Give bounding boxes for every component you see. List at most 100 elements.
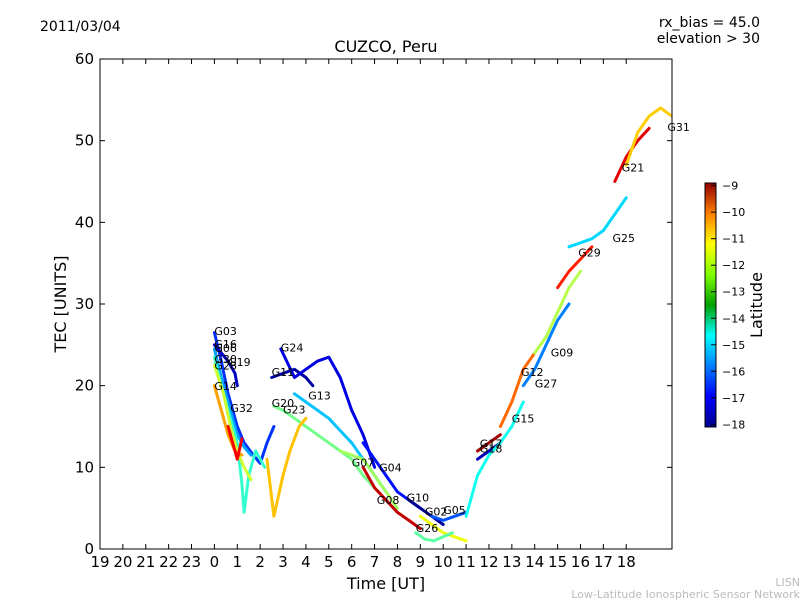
- series-line-g24: [279, 347, 377, 469]
- x-tick-label: 5: [324, 553, 334, 571]
- x-tick-label: 17: [594, 553, 613, 571]
- x-tick-label: 19: [90, 553, 109, 571]
- colorbar-tick-label: −11: [722, 233, 745, 246]
- colorbar-tick-label: −16: [722, 365, 745, 378]
- x-tick-label: 18: [617, 553, 636, 571]
- satellite-label-g31: G31: [667, 121, 690, 134]
- colorbar-label: Latitude: [747, 272, 766, 338]
- y-axis-label: TEC [UNITS]: [51, 256, 70, 354]
- series-line-g25: [567, 196, 628, 249]
- satellite-label-g30: G30: [214, 353, 237, 366]
- series-line-g05: [430, 510, 468, 522]
- colorbar-tick-label: −12: [722, 259, 745, 272]
- series-line-g02: [418, 514, 468, 543]
- series-line-g23: [265, 416, 308, 518]
- y-axis-ticks: 0 10 20 30 40 50 60: [75, 50, 672, 558]
- x-tick-label: 11: [457, 553, 476, 571]
- colorbar-tick-label: −13: [722, 286, 745, 299]
- satellite-label-g19: G19: [228, 356, 251, 369]
- series-line-g20: [272, 404, 377, 490]
- satellite-label-g21: G21: [622, 162, 645, 175]
- y-tick-label: 60: [75, 50, 94, 68]
- satellite-label-g05: G05: [443, 504, 466, 517]
- satellite-label-g06: G06: [214, 342, 237, 355]
- x-tick-label: 22: [159, 553, 178, 571]
- satellite-label-g25: G25: [613, 232, 636, 245]
- x-tick-label: 2: [255, 553, 265, 571]
- x-tick-label: 3: [278, 553, 288, 571]
- series-line-g32: [226, 425, 244, 461]
- satellite-label-g14: G14: [214, 380, 237, 393]
- series-line-g16: [212, 343, 239, 388]
- series-line-g27: [521, 302, 571, 388]
- x-tick-label: 7: [370, 553, 380, 571]
- satellite-label-g20: G20: [272, 397, 295, 410]
- x-tick-label: 1: [233, 553, 243, 571]
- y-tick-label: 30: [75, 295, 94, 313]
- x-tick-label: 14: [525, 553, 544, 571]
- satellite-label-g15: G15: [512, 412, 535, 425]
- y-tick-label: 40: [75, 213, 94, 231]
- satellite-label-g03: G03: [214, 325, 237, 338]
- x-tick-label: 8: [393, 553, 403, 571]
- satellite-label-g27: G27: [535, 377, 558, 390]
- x-tick-label: 4: [301, 553, 311, 571]
- plot-area: [100, 59, 672, 549]
- satellite-label-g23: G23: [283, 403, 306, 416]
- credit-long: Low-Latitude Ionospheric Sensor Network: [571, 588, 800, 600]
- colorbar: [704, 182, 717, 428]
- series-line-g12: [498, 351, 537, 428]
- satellite-label-g02: G02: [425, 506, 448, 519]
- x-tick-label: 12: [479, 553, 498, 571]
- x-tick-label: 10: [434, 553, 453, 571]
- satellite-label-g08: G08: [377, 494, 400, 507]
- satellite-label-g04: G04: [379, 461, 402, 474]
- colorbar-tick-label: −15: [722, 339, 745, 352]
- y-tick-label: 20: [75, 377, 94, 395]
- credit-short: LISN: [775, 576, 800, 589]
- satellite-label-g16: G16: [214, 338, 237, 351]
- y-tick-label: 0: [84, 540, 94, 558]
- elevation-text: elevation > 30: [657, 31, 760, 47]
- series-line-g11: [270, 367, 315, 388]
- satellite-label-g12: G12: [521, 366, 544, 379]
- colorbar-ticks: −9 −10 −11 −12 −13 −14 −15 −16 −17 −18: [711, 180, 745, 431]
- series-line-g19: [212, 363, 253, 482]
- colorbar-tick-label: −9: [722, 180, 738, 193]
- series-line-g07: [338, 449, 399, 510]
- satellite-label-g10: G10: [407, 492, 430, 505]
- chart-title: CUZCO, Peru: [334, 37, 437, 56]
- satellite-label-g26: G26: [416, 522, 439, 535]
- colorbar-tick-label: −17: [722, 392, 745, 405]
- series-line-g10: [407, 498, 445, 526]
- x-tick-label: 9: [416, 553, 426, 571]
- satellite-label-g29: G29: [578, 247, 601, 260]
- series-layer: [212, 106, 672, 543]
- series-line-g15: [464, 400, 525, 518]
- x-tick-label: 16: [571, 553, 590, 571]
- satellite-label-g28: G28: [214, 359, 237, 372]
- x-tick-label: 23: [182, 553, 201, 571]
- satellite-label-g24: G24: [281, 341, 304, 354]
- satellite-label-g17: G17: [480, 438, 503, 451]
- series-line-g14: [212, 384, 244, 457]
- satellite-label-g32: G32: [230, 402, 253, 415]
- y-tick-label: 50: [75, 132, 94, 150]
- satellite-label-g11: G11: [272, 366, 295, 379]
- x-tick-label: 13: [502, 553, 521, 571]
- series-line-g03: [212, 331, 276, 465]
- satellite-label-g18: G18: [480, 443, 503, 456]
- rx-bias-text: rx_bias = 45.0: [659, 15, 760, 31]
- x-tick-label: 6: [347, 553, 357, 571]
- series-line-g06: [212, 347, 253, 457]
- series-line-g08: [361, 465, 422, 531]
- colorbar-tick-label: −14: [722, 312, 745, 325]
- series-line-g09: [533, 269, 582, 355]
- colorbar-tick-label: −10: [722, 206, 745, 219]
- colorbar-tick-label: −18: [722, 418, 745, 431]
- satellite-label-g09: G09: [551, 346, 574, 359]
- date-text: 2011/03/04: [40, 19, 121, 35]
- satellite-label-g07: G07: [352, 457, 375, 470]
